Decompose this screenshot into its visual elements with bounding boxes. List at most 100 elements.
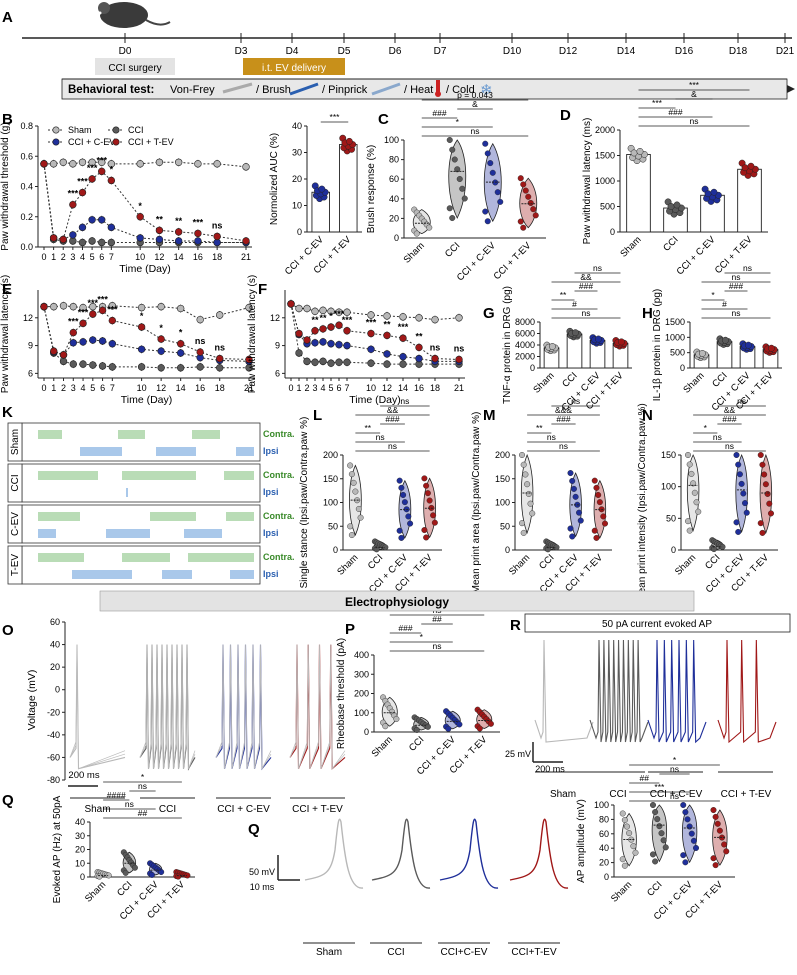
data-point: [69, 360, 77, 368]
significance-label: *: [140, 311, 144, 321]
ipsi-stance-bar: [230, 570, 254, 579]
data-point: [649, 851, 656, 858]
x-axis-label: Time (Day): [119, 263, 171, 275]
data-point: [383, 331, 391, 340]
legend-marker: [112, 138, 120, 146]
data-point: [691, 489, 698, 496]
data-point: [396, 477, 403, 484]
data-point: [174, 237, 183, 245]
y-tick-label: 20: [50, 662, 60, 672]
significance-label: *: [329, 311, 333, 321]
data-point: [569, 477, 576, 484]
data-point: [577, 517, 584, 524]
significance-label: *: [456, 117, 460, 127]
data-point: [216, 364, 224, 372]
significance-label: ***: [334, 309, 345, 319]
data-point: [649, 802, 656, 809]
bar: [626, 154, 651, 233]
significance-label: ns: [212, 220, 223, 230]
data-point: [424, 490, 431, 497]
data-point: [107, 238, 116, 247]
voltage-trace: [69, 644, 126, 770]
gait-row-label: Sham: [10, 429, 21, 455]
significance-label: *: [179, 328, 183, 338]
y-tick-label: 200: [495, 450, 510, 460]
data-point: [600, 513, 607, 520]
x-tick-label: 10: [137, 383, 147, 393]
significance-label: ###: [432, 108, 446, 118]
y-tick-label: 9: [275, 341, 280, 351]
x-tick-label: 18: [215, 383, 225, 393]
y-axis-label: Paw withdrawal latency (s): [247, 275, 258, 393]
panel-letter-i: K: [2, 404, 13, 421]
data-point: [482, 208, 489, 215]
scale-bar-label: 25 mV: [505, 749, 531, 759]
y-axis-label: Mean print area (Ipsi.paw/Contra.paw %): [471, 412, 482, 594]
data-point: [399, 313, 407, 321]
data-point: [157, 335, 165, 343]
gait-row-box: [21, 463, 261, 503]
significance-label: **: [175, 216, 183, 226]
bar: [339, 144, 358, 233]
data-point: [69, 231, 77, 239]
contra-label: Contra.: [263, 470, 295, 480]
x-tick-label: 2: [61, 252, 66, 262]
ipsi-stance-bar: [126, 488, 128, 497]
y-axis-label: Paw withdrawal latency (ms): [582, 118, 593, 245]
data-point: [421, 527, 428, 534]
ipsi-label: Ipsi: [263, 446, 279, 456]
significance-label: *: [141, 772, 145, 782]
data-point: [319, 325, 327, 333]
contra-stance-bar: [150, 512, 196, 521]
series-line-1: [290, 303, 459, 365]
x-tick-label: 12: [154, 252, 164, 262]
data-point: [544, 546, 551, 553]
legend-label: CCI + C-EV: [68, 137, 115, 147]
category-label: CCI: [661, 234, 680, 253]
timeline-day-label: D3: [235, 46, 248, 57]
series-line-3: [43, 306, 250, 360]
data-point: [431, 354, 439, 363]
significance-label: #: [722, 299, 727, 309]
data-point: [698, 349, 706, 357]
y-tick-label: 0: [55, 685, 60, 695]
y-tick-label: 20: [75, 845, 85, 855]
data-point: [69, 302, 77, 311]
significance-label: ns: [593, 263, 602, 273]
ipsi-stance-bar: [38, 529, 56, 538]
data-point: [79, 319, 87, 328]
data-point: [105, 872, 112, 879]
data-point: [693, 499, 700, 506]
significance-label: **: [415, 331, 423, 341]
data-point: [570, 485, 577, 492]
data-point: [347, 462, 354, 469]
data-point: [520, 461, 527, 468]
panel-letter: M: [483, 407, 496, 424]
significance-label: *: [420, 632, 424, 642]
data-point: [196, 315, 204, 324]
significance-label: p = 0.043: [457, 90, 493, 100]
data-point: [445, 725, 452, 732]
y-tick-label: 0.2: [20, 212, 33, 222]
group-label: CCI + T-EV: [292, 804, 343, 815]
data-point: [423, 534, 430, 541]
contra-stance-bar: [38, 512, 80, 521]
y-tick-label: 0: [394, 233, 399, 243]
y-axis-label: Paw withdrawal latency (s): [0, 275, 11, 393]
category-label: Sham: [673, 552, 698, 577]
data-point: [49, 160, 58, 168]
data-point: [50, 347, 58, 355]
data-point: [59, 357, 68, 366]
data-point: [59, 302, 68, 310]
data-point: [652, 809, 659, 816]
data-point: [373, 546, 380, 553]
data-point: [735, 528, 742, 535]
data-point: [680, 852, 687, 859]
y-tick-label: 150: [661, 450, 676, 460]
group-label: CCI: [159, 804, 176, 815]
bar: [737, 168, 762, 233]
evoked-ap-trace: [717, 639, 777, 744]
y-tick-label: -60: [47, 752, 60, 762]
y-tick-label: 0: [505, 545, 510, 555]
category-label: CCI: [443, 240, 462, 259]
